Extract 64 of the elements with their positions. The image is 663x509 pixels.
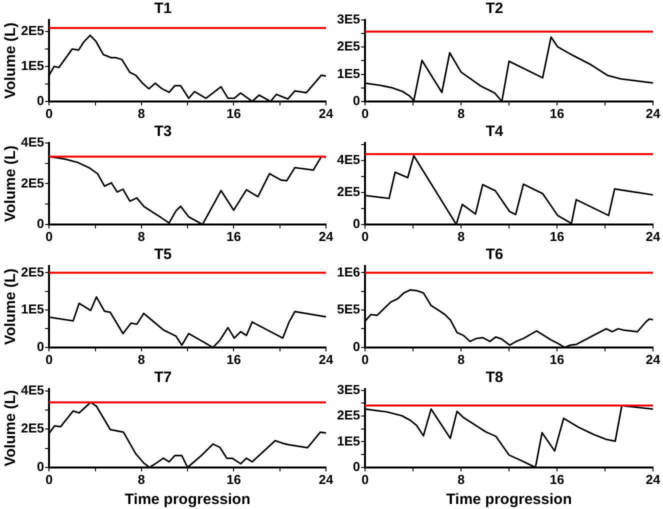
- x-tick-label: 16: [226, 228, 241, 244]
- chart-title: T5: [154, 246, 172, 264]
- chart-title: T2: [486, 0, 504, 18]
- y-tick-label: 0: [352, 92, 360, 108]
- chart-title: T3: [154, 123, 172, 140]
- y-tick-label: 0: [36, 92, 44, 108]
- y-tick-label: 2E5: [336, 38, 360, 54]
- y-tick-label: 1E5: [336, 66, 360, 81]
- x-tick-label: 24: [318, 472, 334, 487]
- x-tick-label: 16: [226, 106, 241, 121]
- x-tick-label: 24: [318, 228, 334, 244]
- chart-title: T4: [486, 123, 504, 140]
- x-tick-label: 16: [550, 106, 564, 121]
- y-tick-label: 2E5: [336, 408, 360, 423]
- y-axis-title: Volume (L): [2, 22, 20, 99]
- x-tick-label: 8: [138, 472, 146, 487]
- x-tick-label: 8: [457, 352, 465, 367]
- y-tick-label: 4E5: [20, 382, 44, 398]
- x-tick-label: 8: [457, 106, 465, 121]
- y-tick-label: 1E5: [336, 433, 360, 448]
- x-tick-label: 8: [138, 228, 146, 244]
- x-tick-label: 8: [457, 228, 465, 244]
- x-tick-label: 16: [550, 352, 564, 367]
- x-tick-label: 16: [550, 472, 564, 487]
- x-tick-label: 24: [646, 228, 661, 244]
- x-tick-label: 16: [226, 472, 241, 487]
- y-tick-label: 1E5: [20, 58, 44, 74]
- x-axis-title: Time progression: [124, 491, 250, 508]
- y-tick-label: 5E5: [336, 302, 360, 317]
- x-tick-label: 16: [226, 352, 241, 367]
- y-tick-label: 4E5: [336, 152, 360, 168]
- y-tick-label: 3E5: [336, 12, 360, 27]
- y-tick-label: 0: [36, 216, 44, 231]
- chart-title: T6: [486, 246, 504, 264]
- x-tick-label: 24: [646, 472, 661, 487]
- x-tick-label: 8: [138, 352, 146, 367]
- x-tick-label: 24: [646, 352, 661, 367]
- x-tick-label: 16: [550, 228, 564, 244]
- y-tick-label: 2E5: [20, 420, 44, 436]
- y-axis-title: Volume (L): [2, 390, 20, 466]
- y-axis-title: Volume (L): [2, 268, 20, 345]
- chart-title: T1: [154, 0, 172, 18]
- x-tick-label: 24: [318, 352, 334, 367]
- y-tick-label: 0: [352, 216, 360, 231]
- y-tick-label: 2E5: [20, 264, 44, 280]
- chart-title: T8: [486, 369, 504, 386]
- x-tick-label: 8: [457, 472, 465, 487]
- y-tick-label: 4E5: [20, 134, 44, 150]
- x-axis-title: Time progression: [446, 491, 572, 508]
- y-tick-label: 0: [352, 458, 360, 474]
- x-tick-label: 24: [646, 106, 661, 121]
- x-tick-label: 24: [318, 106, 334, 121]
- y-axis-title: Volume (L): [2, 146, 20, 222]
- y-tick-label: 0: [36, 338, 44, 354]
- y-tick-label: 0: [352, 338, 360, 354]
- y-tick-label: 1E5: [20, 302, 44, 317]
- y-tick-label: 0: [36, 458, 44, 474]
- y-tick-label: 2E5: [20, 23, 44, 38]
- x-tick-label: 8: [138, 106, 146, 121]
- y-tick-label: 1E6: [336, 264, 360, 280]
- y-tick-label: 2E5: [336, 184, 360, 200]
- y-tick-label: 3E5: [336, 382, 360, 397]
- chart-title: T7: [154, 369, 172, 386]
- y-tick-label: 2E5: [20, 175, 44, 190]
